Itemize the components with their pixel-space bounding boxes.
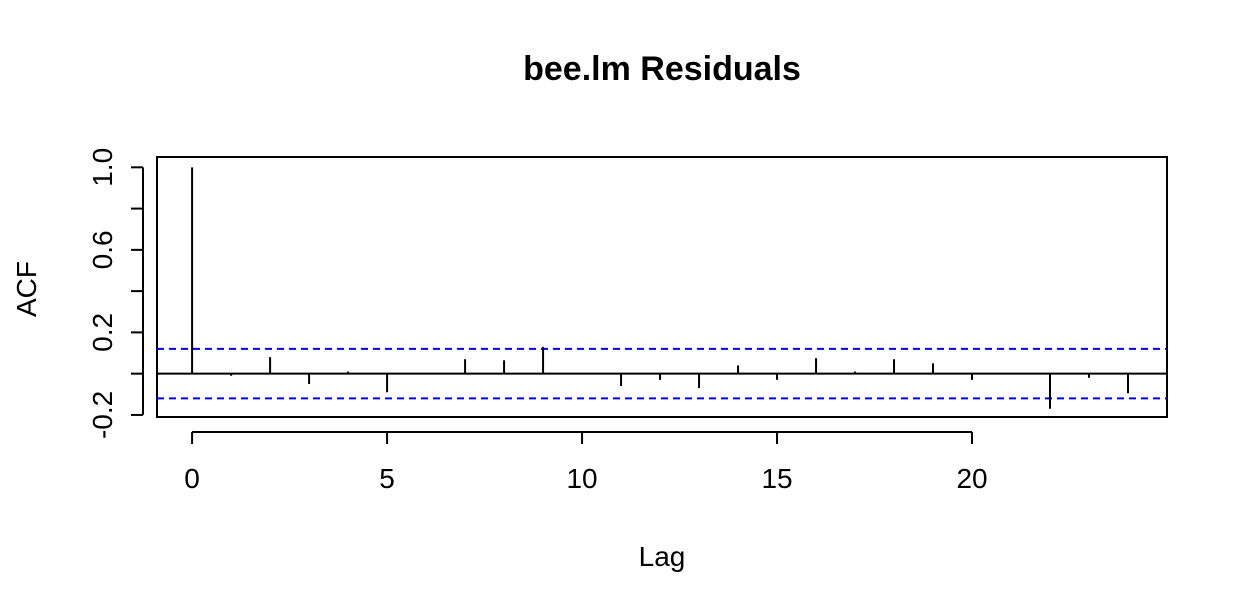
x-tick-label-15: 15	[761, 463, 792, 494]
plot-frame	[156, 156, 1168, 418]
x-tick-label-0: 0	[184, 463, 200, 494]
x-tick-label-5: 5	[379, 463, 395, 494]
x-axis-label: Lag	[639, 541, 686, 572]
chart-title: bee.lm Residuals	[523, 50, 801, 88]
y-tick-label-0: -0.2	[87, 391, 118, 439]
y-tick-label-2: 0.2	[87, 313, 118, 352]
x-tick-label-20: 20	[956, 463, 987, 494]
y-tick-label-4: 0.6	[87, 230, 118, 269]
y-tick-label-6: 1.0	[87, 148, 118, 187]
chart-marks: 0 5 10 15 20 -0.2 0.2 0.6 1.0	[87, 148, 1167, 494]
x-tick-label-10: 10	[566, 463, 597, 494]
y-axis-label: ACF	[11, 261, 42, 317]
